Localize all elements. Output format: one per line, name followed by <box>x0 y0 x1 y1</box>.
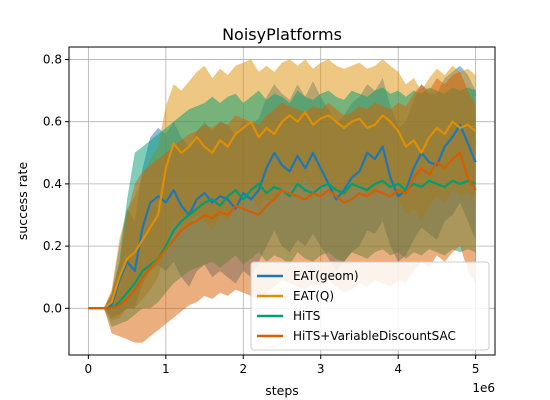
y-tick-label: 0.4 <box>43 177 62 191</box>
x-axis-label: steps <box>265 383 299 398</box>
legend-box <box>250 261 490 351</box>
chart-title: NoisyPlatforms <box>222 25 342 44</box>
legend: EAT(geom) EAT(Q) HiTS HiTS+VariableDiscount… <box>250 261 490 351</box>
series-line-hits-variablediscountsac <box>88 151 477 310</box>
y-tick-label: 0.6 <box>43 115 62 129</box>
series-line-eat-q <box>88 111 477 310</box>
x-tick-label: 4 <box>394 362 402 376</box>
x-axis-offset-label: 1e6 <box>472 381 495 395</box>
plot-frame <box>68 46 496 356</box>
legend-label-eat-q: EAT(Q) <box>293 289 334 303</box>
y-tick-label: 0.2 <box>43 239 62 253</box>
legend-label-hits: HiTS <box>293 309 320 323</box>
legend-label-hits-variablediscountsac: HiTS+VariableDiscountSAC <box>293 329 456 343</box>
x-tick-label: 3 <box>317 362 325 376</box>
axis-ticks: 0 1 2 3 4 5 0.0 0.2 0.4 0.6 0.8 <box>43 52 480 376</box>
x-tick-label: 0 <box>85 362 93 376</box>
legend-label-eat-geom: EAT(geom) <box>293 269 359 283</box>
y-tick-label: 0.0 <box>43 301 62 315</box>
x-tick-label: 2 <box>239 362 247 376</box>
series-line-eat-geom <box>88 123 477 310</box>
series-lines <box>88 111 477 310</box>
y-tick-label: 0.8 <box>43 52 62 66</box>
x-tick-label: 1 <box>162 362 170 376</box>
x-tick-label: 5 <box>472 362 480 376</box>
y-axis-label: success rate <box>15 162 30 241</box>
